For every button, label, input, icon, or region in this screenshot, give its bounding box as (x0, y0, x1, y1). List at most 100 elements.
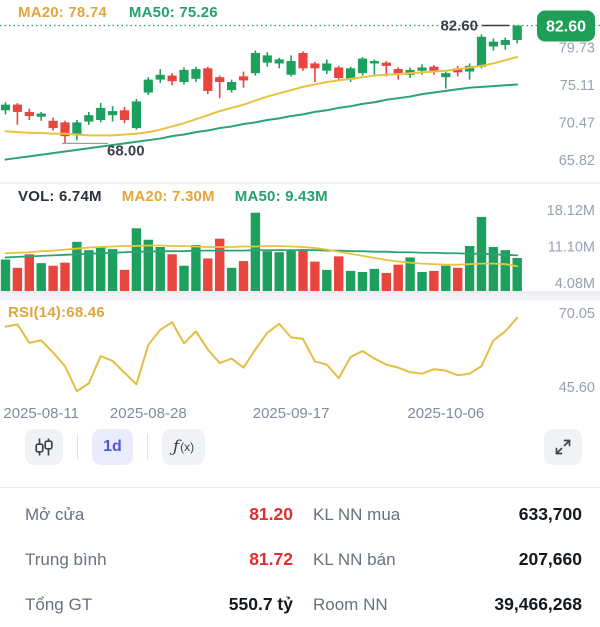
candle-body (12, 104, 22, 112)
candle-body (250, 52, 260, 74)
stat-value-left: 81.20 (249, 504, 293, 524)
candle-body (441, 73, 451, 78)
candle-body (465, 65, 475, 72)
stat-value-right: 207,660 (518, 549, 582, 569)
volume-bar (453, 267, 463, 291)
candle-body (215, 77, 225, 83)
candlestick-icon (34, 437, 54, 457)
candle-body (476, 36, 487, 67)
candle-body (298, 52, 308, 69)
volume-bar (322, 269, 332, 291)
price-ma20-line (4, 55, 519, 137)
volume-ma20-line (4, 244, 519, 268)
candle-body (334, 67, 344, 78)
stat-label-left: Tổng GT (25, 594, 93, 614)
candle-body (512, 25, 522, 41)
volume-bar (119, 269, 130, 291)
candle-body (369, 61, 379, 64)
rsi-line (4, 316, 519, 393)
candle-body (417, 67, 427, 71)
candle-body (500, 40, 510, 45)
section-divider (0, 487, 600, 488)
candle-body (36, 113, 46, 117)
volume-bar (36, 263, 46, 291)
volume-bar (143, 239, 153, 291)
candle-body (322, 63, 332, 71)
candle-body (262, 55, 272, 63)
volume-bar (60, 262, 70, 291)
x-axis-date: 2025-09-17 (252, 405, 330, 422)
candle-body (48, 120, 58, 129)
indicators-button[interactable]: ƒ (x) (162, 429, 205, 465)
volume-bar (381, 273, 391, 291)
candle-body (0, 104, 11, 111)
volume-bar (84, 250, 94, 291)
chart-area[interactable]: 79.73 75.11 70.47 65.82 18.12M 11.10M 4.08M 70.… (0, 0, 600, 426)
expand-icon (553, 437, 573, 457)
candle-body (108, 111, 118, 116)
volume-ma20-legend: MA20: 7.30M (121, 188, 215, 205)
volume-bar (357, 271, 368, 291)
stats-row: Trung bình 81.72 KL NN bán 207,660 (0, 537, 600, 582)
candle-body (429, 66, 439, 72)
candle-body (453, 68, 463, 73)
price-legend: MA20: 78.74 MA50: 75.26 (18, 4, 218, 21)
candlestick-chart[interactable]: 79.73 75.11 70.47 65.82 18.12M 11.10M 4.08M 70.… (0, 0, 600, 426)
volume-bar (334, 256, 344, 291)
stat-value-right: 633,700 (518, 504, 582, 524)
stock-chart-screen: 79.73 75.11 70.47 65.82 18.12M 11.10M 4.08M 70.… (0, 0, 600, 614)
volume-value-legend: VOL: 6.74M (18, 188, 102, 205)
x-axis-dates: 2025-08-11 2025-08-28 2025-09-17 2025-10-06 (0, 405, 600, 425)
volume-bar (215, 238, 225, 291)
chart-type-button[interactable] (25, 429, 63, 465)
price-panel (0, 24, 600, 161)
volume-bar (310, 261, 320, 291)
fullscreen-button[interactable] (544, 429, 582, 465)
volume-bar (369, 268, 380, 291)
stats-row: Tổng GT 550.7 tỷ Room NN 39,466,268 (0, 582, 600, 627)
price-axis-tick: 70.47 (559, 115, 595, 131)
volume-axis-tick: 4.08M (555, 276, 595, 292)
chart-toolbar: 1d ƒ (x) (0, 429, 600, 465)
stat-value-left: 81.72 (249, 549, 293, 569)
volume-bar (0, 259, 11, 291)
stat-value-left: 550.7 tỷ (228, 594, 293, 614)
volume-ma50-legend: MA50: 9.43M (234, 188, 328, 205)
volume-bar (500, 250, 510, 291)
volume-bar (298, 249, 308, 291)
volume-bar (345, 270, 356, 291)
low-annotation-label: 68.00 (107, 142, 145, 159)
volume-bar (155, 247, 165, 291)
candle-body (96, 107, 106, 120)
x-axis-date: 2025-08-11 (3, 405, 79, 422)
volume-bar (238, 261, 249, 291)
rsi-axis-tick: 45.60 (559, 380, 595, 396)
toolbar-separator (147, 434, 148, 460)
volume-bar (488, 247, 499, 291)
volume-bar (417, 271, 427, 291)
candle-body (119, 110, 130, 120)
toolbar-separator (77, 434, 78, 460)
volume-bar (24, 254, 34, 291)
volume-bar (262, 251, 272, 291)
stat-label-right: KL NN bán (313, 549, 396, 569)
stat-label-left: Mở cửa (25, 504, 85, 524)
candle-body (155, 74, 165, 80)
interval-button[interactable]: 1d (92, 429, 133, 465)
x-axis-date: 2025-08-28 (109, 405, 187, 422)
price-axis-tick: 79.73 (559, 41, 595, 57)
price-ma50-legend: MA50: 75.26 (128, 4, 218, 21)
function-icon: ƒ (172, 437, 180, 457)
axis-labels: 79.73 75.11 70.47 65.82 18.12M 11.10M 4.08M 70.… (547, 41, 595, 396)
annotations: 82.60 68.00 (62, 18, 509, 159)
candle-body (393, 69, 403, 74)
candle-body (203, 68, 213, 91)
candle-body (191, 69, 201, 79)
rsi-axis-tick: 70.05 (559, 306, 595, 322)
volume-bar (96, 247, 106, 291)
stat-label-left: Trung bình (25, 549, 107, 569)
stat-label-right: KL NN mua (313, 504, 401, 524)
candle-body (24, 111, 34, 116)
stats-table: Mở cửa 81.20 KL NN mua 633,700 Trung bình 81.… (0, 492, 600, 627)
volume-bar (203, 258, 213, 291)
